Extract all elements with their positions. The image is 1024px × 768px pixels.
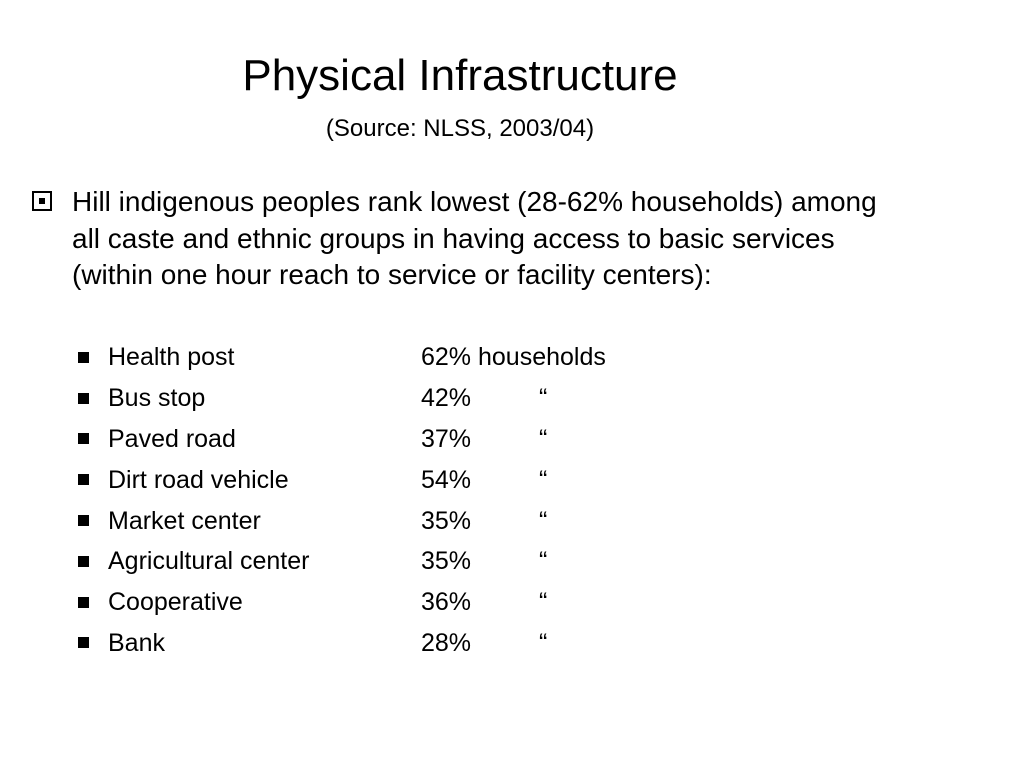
- item-label: Dirt road vehicle: [108, 465, 289, 494]
- list-item: Bank 28% “: [78, 623, 778, 664]
- main-bullet-text: Hill indigenous peoples rank lowest (28-…: [72, 186, 877, 290]
- item-label: Bank: [108, 628, 165, 657]
- item-percentage: 36%: [421, 588, 472, 617]
- list-item: Agricultural center 35% “: [78, 541, 778, 582]
- main-bullet: Hill indigenous peoples rank lowest (28-…: [32, 184, 912, 294]
- list-item: Health post 62% households: [78, 337, 778, 378]
- item-label: Paved road: [108, 424, 236, 453]
- boxed-square-bullet-icon: [32, 191, 52, 211]
- list-item: Paved road 37% “: [78, 419, 778, 460]
- slide-subtitle: (Source: NLSS, 2003/04): [325, 115, 595, 142]
- item-label: Health post: [108, 343, 235, 372]
- list-item: Dirt road vehicle 54% “: [78, 459, 778, 500]
- item-label: Cooperative: [108, 588, 243, 617]
- item-value: 54% “: [421, 464, 547, 496]
- ditto-mark: “: [539, 506, 548, 535]
- square-bullet-icon: [78, 392, 89, 404]
- square-bullet-icon: [78, 474, 89, 486]
- ditto-mark: “: [539, 465, 548, 494]
- item-percentage: 28%: [421, 628, 472, 657]
- ditto-mark: “: [539, 547, 548, 576]
- square-bullet-icon: [78, 596, 89, 608]
- item-percentage: 42%: [421, 384, 472, 413]
- square-bullet-icon: [78, 433, 89, 445]
- item-value: 42% “: [421, 382, 547, 414]
- item-label: Bus stop: [108, 384, 206, 413]
- item-percentage: 37%: [421, 424, 472, 453]
- list-item: Cooperative 36% “: [78, 582, 778, 623]
- ditto-mark: “: [539, 588, 548, 617]
- item-label: Agricultural center: [108, 547, 310, 576]
- item-value: 35% “: [421, 545, 547, 577]
- square-bullet-icon: [78, 555, 89, 567]
- item-value: 36% “: [421, 586, 547, 618]
- item-percentage: 35%: [421, 506, 472, 535]
- item-value: 35% “: [421, 505, 547, 537]
- item-percentage: 54%: [421, 465, 472, 494]
- item-value: 62% households: [421, 341, 606, 373]
- list-item: Market center 35% “: [78, 500, 778, 541]
- item-label: Market center: [108, 506, 261, 535]
- item-value: 28% “: [421, 627, 547, 659]
- sub-bullet-list: Health post 62% households Bus stop 42% “…: [78, 337, 778, 663]
- slide-title: Physical Infrastructure: [242, 51, 678, 100]
- square-bullet-icon: [78, 351, 89, 363]
- item-percentage: 35%: [421, 547, 472, 576]
- ditto-mark: “: [539, 424, 548, 453]
- square-bullet-icon: [78, 515, 89, 527]
- square-bullet-icon: [78, 637, 89, 649]
- ditto-mark: “: [539, 628, 548, 657]
- item-percentage: 62% households: [421, 343, 606, 372]
- ditto-mark: “: [539, 384, 548, 413]
- item-value: 37% “: [421, 423, 547, 455]
- list-item: Bus stop 42% “: [78, 378, 778, 419]
